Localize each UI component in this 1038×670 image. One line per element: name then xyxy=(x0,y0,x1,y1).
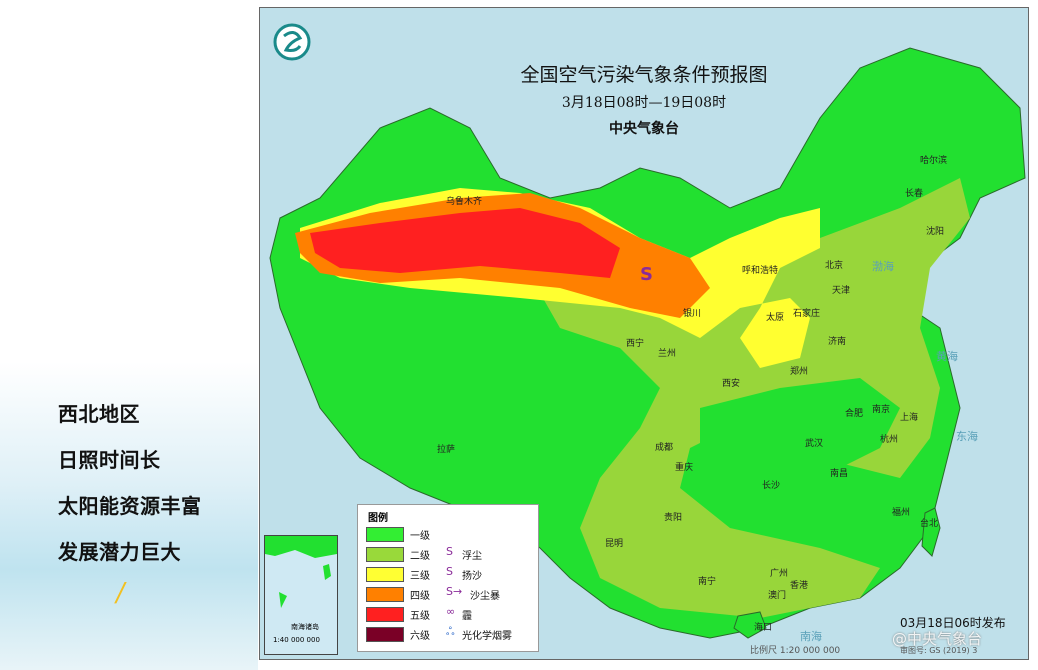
city-label: 西宁 xyxy=(626,339,645,349)
floating-dust-icon: S xyxy=(446,545,453,558)
legend-title: 图例 xyxy=(368,513,388,524)
legend-swatch-2 xyxy=(366,547,404,562)
legend-symbol-label: 光化学烟雾 xyxy=(462,631,512,642)
china-map-graphic xyxy=(269,23,1026,639)
city-label: 天津 xyxy=(832,286,851,296)
sea-label: 黄海 xyxy=(936,350,958,363)
city-label: 太原 xyxy=(766,313,785,323)
city-label: 贵阳 xyxy=(664,513,683,523)
haze-icon: ∞ xyxy=(446,605,456,618)
city-label: 上海 xyxy=(900,413,919,423)
city-label: 合肥 xyxy=(845,409,864,419)
city-label: 乌鲁木齐 xyxy=(446,197,483,207)
city-label: 重庆 xyxy=(675,463,694,473)
city-label: 哈尔滨 xyxy=(920,156,948,166)
city-label: 北京 xyxy=(825,261,844,271)
legend-swatch-3 xyxy=(366,567,404,582)
legend-symbol-label: 霾 xyxy=(462,611,472,622)
city-label: 呼和浩特 xyxy=(742,266,779,276)
legend-level-5: 五级 xyxy=(410,611,430,622)
sandstorm-icon: S→ xyxy=(446,585,463,598)
city-label: 沈阳 xyxy=(926,227,945,237)
zone-level5 xyxy=(310,208,620,278)
legend-swatch-1 xyxy=(366,527,404,542)
caption-line-1: 西北地区 xyxy=(58,402,140,426)
legend-swatch-6 xyxy=(366,627,404,642)
photochemical-smog-icon: ஃ xyxy=(446,625,455,638)
sea-label: 东海 xyxy=(956,430,978,443)
city-label: 石家庄 xyxy=(793,309,821,319)
city-label: 香港 xyxy=(790,581,809,591)
map-number: 审图号: GS (2019) 3 xyxy=(900,646,978,655)
city-label: 武汉 xyxy=(805,439,824,449)
left-caption-panel: 西北地区 日照时间长 太阳能资源丰富 发展潜力巨大 / xyxy=(0,0,258,670)
south-china-sea-inset: 南海诸岛 1:40 000 000 xyxy=(264,535,338,655)
city-label: 郑州 xyxy=(790,367,809,377)
sea-label: 南海 xyxy=(800,630,822,643)
decorative-slash: / xyxy=(113,578,128,608)
inset-scale: 1:40 000 000 xyxy=(273,636,320,644)
inset-label: 南海诸岛 xyxy=(291,623,319,631)
city-label: 银川 xyxy=(683,309,702,319)
caption-line-4: 发展潜力巨大 xyxy=(58,540,181,564)
sea-label: 渤海 xyxy=(872,260,894,273)
hainan-island xyxy=(733,611,767,639)
city-label: 济南 xyxy=(828,337,847,347)
city-label: 成都 xyxy=(655,443,674,453)
blowing-sand-icon: S xyxy=(446,565,453,578)
inset-graphic xyxy=(265,536,337,608)
city-label: 昆明 xyxy=(605,539,624,549)
legend-level-2: 二级 xyxy=(410,551,430,562)
legend-symbol-label: 浮尘 xyxy=(462,551,482,562)
watermark: @中央气象台 xyxy=(892,630,983,648)
map-scale: 比例尺 1:20 000 000 xyxy=(750,646,841,656)
legend: 图例 一级 二级 三级 四级 五级 六级 S 浮尘 S 扬沙 S→ 沙尘暴 ∞ … xyxy=(357,504,539,652)
floating-dust-symbol: S xyxy=(640,264,653,285)
city-label: 拉萨 xyxy=(437,445,456,455)
legend-swatch-5 xyxy=(366,607,404,622)
legend-swatch-4 xyxy=(366,587,404,602)
city-label: 南宁 xyxy=(698,577,717,587)
forecast-map: 全国空气污染气象条件预报图 3月18日08时—19日08时 中央气象台 乌鲁木齐… xyxy=(259,7,1029,660)
city-label: 福州 xyxy=(892,508,911,518)
city-label: 兰州 xyxy=(658,349,677,359)
legend-symbol-label: 扬沙 xyxy=(462,571,482,582)
map-subtitle: 3月18日08时—19日08时 xyxy=(561,95,727,111)
legend-symbol-label: 沙尘暴 xyxy=(470,591,500,602)
zone-level1-east xyxy=(700,378,900,478)
legend-level-6: 六级 xyxy=(410,631,430,642)
city-label: 海口 xyxy=(754,623,773,633)
city-label: 长春 xyxy=(905,189,924,199)
taiwan-island xyxy=(921,507,941,557)
city-label: 澳门 xyxy=(768,591,787,601)
caption-line-3: 太阳能资源丰富 xyxy=(58,494,202,518)
city-label: 西安 xyxy=(722,379,741,389)
map-agency: 中央气象台 xyxy=(609,121,679,137)
legend-level-4: 四级 xyxy=(410,591,430,602)
publish-time: 03月18日06时发布 xyxy=(900,616,1006,630)
city-label: 南京 xyxy=(872,405,891,415)
caption-line-2: 日照时间长 xyxy=(58,448,161,472)
city-label: 广州 xyxy=(770,569,789,579)
map-title: 全国空气污染气象条件预报图 xyxy=(520,64,768,86)
city-label: 杭州 xyxy=(880,435,899,445)
city-label: 南昌 xyxy=(830,469,849,479)
legend-level-1: 一级 xyxy=(410,531,430,542)
city-label: 长沙 xyxy=(762,481,781,491)
city-label: 台北 xyxy=(920,519,939,529)
legend-level-3: 三级 xyxy=(410,571,430,582)
